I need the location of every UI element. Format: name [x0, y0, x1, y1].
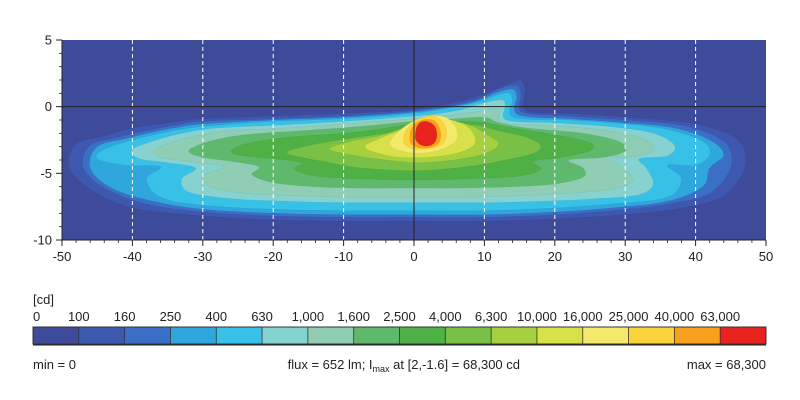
x-tick-label: 50 — [759, 249, 773, 264]
color-step-100 — [78, 327, 126, 344]
color-step-label: 250 — [160, 309, 182, 324]
color-step-160 — [124, 327, 171, 344]
contour-layers — [68, 79, 747, 222]
zero-axes — [62, 40, 766, 240]
color-step-630 — [262, 327, 309, 344]
x-tick-label: 20 — [548, 249, 562, 264]
max-annotation: max = 68,300 — [687, 357, 766, 372]
color-scale-legend: [cd] 0 100 160 250 400 630 1,000 1,600 2,500 4,00… — [32, 292, 767, 346]
grid-lines — [131, 40, 697, 240]
color-step-1000 — [307, 327, 355, 344]
y-tick-label: -10 — [33, 233, 52, 248]
color-step-10000 — [536, 327, 584, 344]
color-step-2500 — [399, 327, 446, 344]
color-step-label: 1,000 — [292, 309, 325, 324]
y-tick-label: 5 — [45, 33, 52, 48]
footer-annotations: min = 0 flux = 652 lm; Imax at [2,-1.6] … — [33, 357, 766, 374]
y-tick-label: 0 — [45, 99, 52, 114]
y-tick-label: -5 — [40, 166, 52, 181]
color-step-1600 — [353, 327, 400, 344]
color-step-label: 63,000 — [700, 309, 740, 324]
x-tick-label: -10 — [334, 249, 353, 264]
unit-label: [cd] — [33, 292, 54, 307]
color-step-250 — [170, 327, 217, 344]
color-step-16000 — [582, 327, 630, 344]
color-scale-frame — [32, 326, 767, 345]
color-step-label: 0 — [33, 309, 40, 324]
flux-subscript: max — [373, 364, 391, 374]
color-step-label: 10,000 — [517, 309, 557, 324]
color-step-0 — [33, 327, 80, 344]
color-step-40000 — [674, 327, 721, 344]
color-step-label: 100 — [68, 309, 90, 324]
x-tick-label: 10 — [477, 249, 491, 264]
min-annotation: min = 0 — [33, 357, 76, 372]
color-step-400 — [216, 327, 263, 344]
flux-annotation: flux = 652 lm; Imax at [2,-1.6] = 68,300… — [288, 357, 520, 374]
x-tick-label: -40 — [123, 249, 142, 264]
color-step-label: 16,000 — [563, 309, 603, 324]
color-step-label: 160 — [114, 309, 136, 324]
x-tick-label: -50 — [53, 249, 72, 264]
color-step-label: 400 — [205, 309, 227, 324]
plot-area — [62, 40, 766, 240]
color-step-label: 1,600 — [337, 309, 370, 324]
contour-63000 — [414, 121, 438, 147]
color-step-25000 — [628, 327, 675, 344]
x-tick-label: -20 — [264, 249, 283, 264]
x-tick-label: 0 — [410, 249, 417, 264]
color-step-4000 — [445, 327, 492, 344]
x-tick-label: -30 — [193, 249, 212, 264]
color-step-label: 40,000 — [654, 309, 694, 324]
flux-suffix: at [2,-1.6] = 68,300 cd — [390, 357, 520, 372]
color-step-63000 — [720, 327, 767, 344]
x-tick-label: 40 — [688, 249, 702, 264]
color-step-label: 4,000 — [429, 309, 462, 324]
color-step-6300 — [491, 327, 538, 344]
color-step-label: 630 — [251, 309, 273, 324]
color-step-label: 25,000 — [609, 309, 649, 324]
color-step-label: 6,300 — [475, 309, 508, 324]
x-tick-label: 30 — [618, 249, 632, 264]
flux-prefix: flux = 652 lm; I — [288, 357, 373, 372]
color-step-label: 2,500 — [383, 309, 416, 324]
